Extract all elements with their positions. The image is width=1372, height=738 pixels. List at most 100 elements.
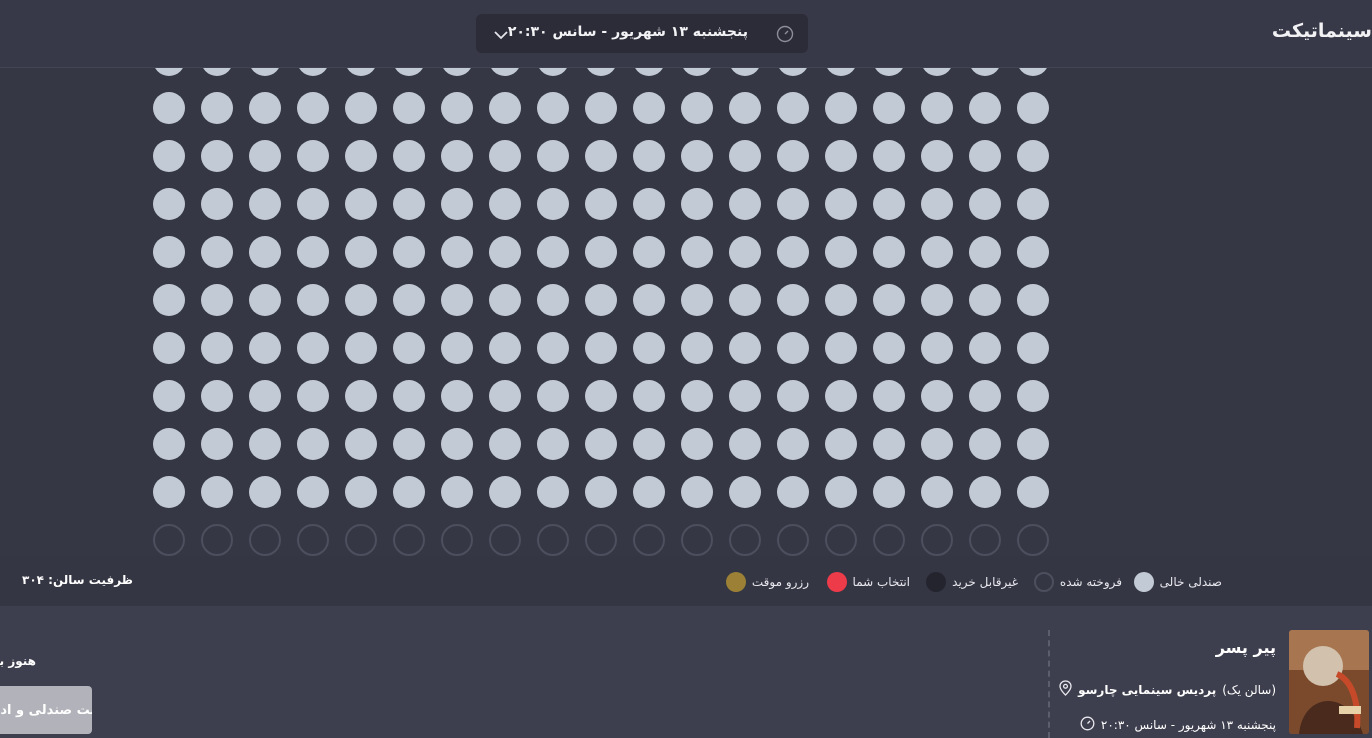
seat[interactable] [873, 92, 905, 124]
seat[interactable] [729, 140, 761, 172]
seat[interactable] [297, 428, 329, 460]
seat[interactable] [825, 332, 857, 364]
seat[interactable] [633, 92, 665, 124]
seat[interactable] [393, 92, 425, 124]
seat[interactable] [969, 476, 1001, 508]
logo[interactable]: سینماتیکت [1271, 20, 1372, 42]
seat[interactable] [729, 332, 761, 364]
seat[interactable] [297, 476, 329, 508]
seat[interactable] [681, 380, 713, 412]
seat[interactable] [969, 380, 1001, 412]
seat[interactable] [441, 284, 473, 316]
seat[interactable] [585, 92, 617, 124]
seat[interactable] [633, 284, 665, 316]
seat[interactable] [201, 92, 233, 124]
seat[interactable] [777, 428, 809, 460]
seat[interactable] [1017, 332, 1049, 364]
seat[interactable] [345, 140, 377, 172]
seat[interactable] [201, 140, 233, 172]
seat[interactable] [441, 92, 473, 124]
seat[interactable] [969, 188, 1001, 220]
seat[interactable] [249, 140, 281, 172]
seat[interactable] [1017, 188, 1049, 220]
seat[interactable] [537, 236, 569, 268]
seat[interactable] [921, 92, 953, 124]
seat[interactable] [537, 92, 569, 124]
seat[interactable] [729, 380, 761, 412]
seat[interactable] [585, 140, 617, 172]
seat[interactable] [297, 236, 329, 268]
seat[interactable] [681, 188, 713, 220]
seat[interactable] [441, 236, 473, 268]
seat[interactable] [249, 188, 281, 220]
seat[interactable] [585, 380, 617, 412]
seat[interactable] [201, 428, 233, 460]
seat[interactable] [345, 188, 377, 220]
seat[interactable] [489, 92, 521, 124]
seat[interactable] [201, 380, 233, 412]
seat[interactable] [297, 332, 329, 364]
seat[interactable] [1017, 236, 1049, 268]
seat[interactable] [921, 380, 953, 412]
seat[interactable] [345, 476, 377, 508]
seat[interactable] [729, 428, 761, 460]
seat[interactable] [441, 140, 473, 172]
seat[interactable] [729, 284, 761, 316]
seat[interactable] [441, 476, 473, 508]
seat[interactable] [1017, 92, 1049, 124]
seat[interactable] [1017, 68, 1049, 76]
seat[interactable] [393, 236, 425, 268]
seat[interactable] [489, 332, 521, 364]
seat[interactable] [249, 92, 281, 124]
seat[interactable] [921, 68, 953, 76]
seat[interactable] [633, 380, 665, 412]
seat[interactable] [297, 68, 329, 76]
seat[interactable] [633, 236, 665, 268]
seat[interactable] [1017, 476, 1049, 508]
seat[interactable] [153, 284, 185, 316]
seat[interactable] [537, 68, 569, 76]
seat[interactable] [825, 92, 857, 124]
seat[interactable] [537, 188, 569, 220]
seat[interactable] [489, 140, 521, 172]
seat[interactable] [873, 284, 905, 316]
seat[interactable] [297, 380, 329, 412]
seat[interactable] [585, 476, 617, 508]
seat[interactable] [153, 188, 185, 220]
seat[interactable] [825, 188, 857, 220]
seat[interactable] [921, 332, 953, 364]
seat[interactable] [153, 140, 185, 172]
seat[interactable] [297, 284, 329, 316]
seat[interactable] [537, 380, 569, 412]
seat[interactable] [249, 332, 281, 364]
seat[interactable] [681, 332, 713, 364]
seat[interactable] [969, 284, 1001, 316]
seat[interactable] [489, 284, 521, 316]
seat[interactable] [489, 476, 521, 508]
seat[interactable] [585, 188, 617, 220]
seat[interactable] [729, 188, 761, 220]
seat[interactable] [393, 476, 425, 508]
seat[interactable] [153, 236, 185, 268]
seat[interactable] [201, 188, 233, 220]
seat[interactable] [729, 92, 761, 124]
seat[interactable] [537, 428, 569, 460]
seat[interactable] [777, 92, 809, 124]
seat[interactable] [249, 476, 281, 508]
seat[interactable] [777, 68, 809, 76]
seat[interactable] [345, 332, 377, 364]
seat[interactable] [393, 380, 425, 412]
seat[interactable] [585, 284, 617, 316]
seat[interactable] [201, 68, 233, 76]
seat[interactable] [441, 332, 473, 364]
seat[interactable] [1017, 380, 1049, 412]
seat[interactable] [825, 140, 857, 172]
seat[interactable] [681, 476, 713, 508]
seat[interactable] [249, 380, 281, 412]
seat[interactable] [297, 140, 329, 172]
seat[interactable] [489, 236, 521, 268]
submit-seats-button[interactable]: ثبت صندلی و ادامه [0, 686, 92, 734]
seat[interactable] [441, 188, 473, 220]
seat[interactable] [777, 188, 809, 220]
seat[interactable] [921, 428, 953, 460]
